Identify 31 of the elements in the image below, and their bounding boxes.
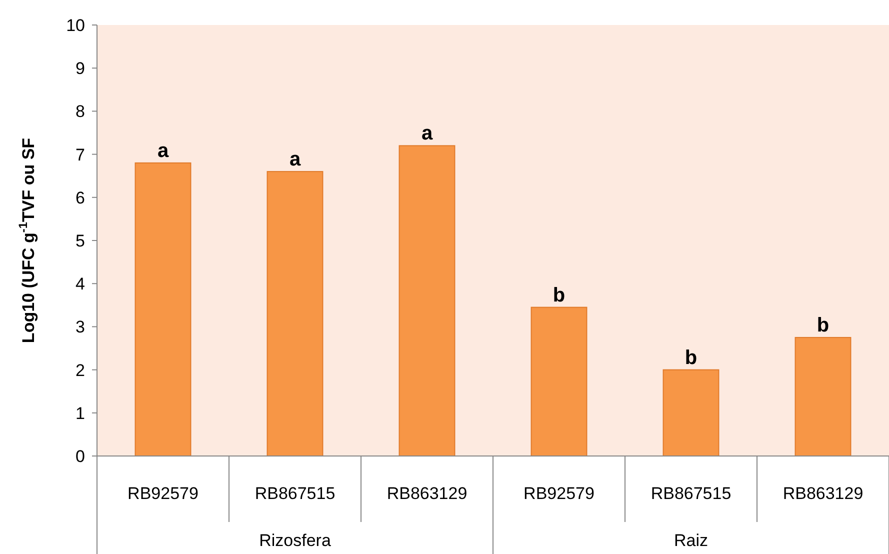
bar — [794, 336, 852, 456]
y-tick-label: 0 — [76, 446, 85, 466]
y-tick-label: 4 — [76, 274, 85, 294]
y-tick-label: 9 — [76, 59, 85, 78]
annotation: a — [157, 140, 170, 162]
x-tick-label: RB92579 — [524, 484, 594, 503]
bar — [530, 306, 588, 456]
x-tick-label: RB863129 — [782, 484, 864, 503]
y-tick-label: 2 — [76, 360, 85, 380]
annotation: b — [684, 346, 698, 369]
x-tick-label: RB867515 — [650, 484, 732, 503]
bar — [662, 369, 720, 456]
bar — [398, 145, 456, 456]
x-tick-label: RB92579 — [128, 484, 198, 503]
y-tick-label: 3 — [76, 318, 85, 337]
annotation: b — [816, 314, 830, 336]
text: Rizosfera — [259, 531, 332, 550]
y-tick-label: 10 — [66, 16, 85, 35]
x-tick-label: RB863129 — [386, 484, 468, 503]
annotation: b — [552, 284, 566, 306]
bar — [134, 162, 192, 456]
y-tick-label: 7 — [76, 145, 85, 164]
text: Raiz — [674, 531, 708, 550]
x-tick-label: RB867515 — [254, 484, 336, 503]
annotation: a — [289, 148, 302, 171]
y-tick-label: 5 — [76, 231, 85, 250]
bar — [266, 171, 324, 456]
annotation: a — [421, 122, 434, 145]
y-tick-label: 6 — [76, 188, 85, 208]
y-tick-label: 1 — [76, 404, 85, 423]
y-tick-label: 8 — [76, 102, 85, 122]
